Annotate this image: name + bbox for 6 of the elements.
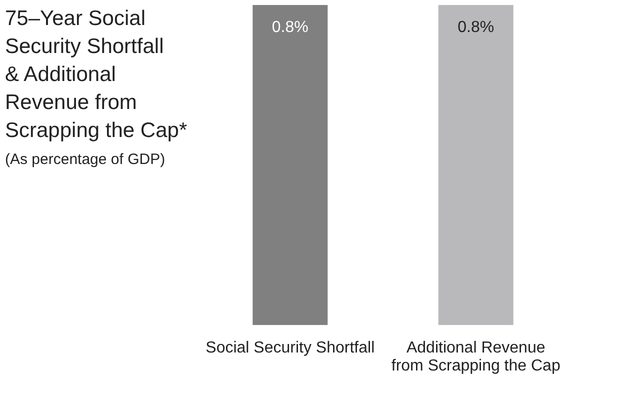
text: 75–Year Social Security Shortfall & Additional Revenue from Scrapping the Cap* bbox=[5, 7, 188, 142]
text: (As percentage of GDP) bbox=[5, 151, 166, 168]
x-tick-label: Additional Revenue from Scrapping the Cap bbox=[391, 340, 560, 374]
data-label: 0.8% bbox=[272, 19, 308, 36]
data-label: 0.8% bbox=[458, 19, 494, 36]
x-tick-label: Social Security Shortfall bbox=[206, 340, 375, 356]
